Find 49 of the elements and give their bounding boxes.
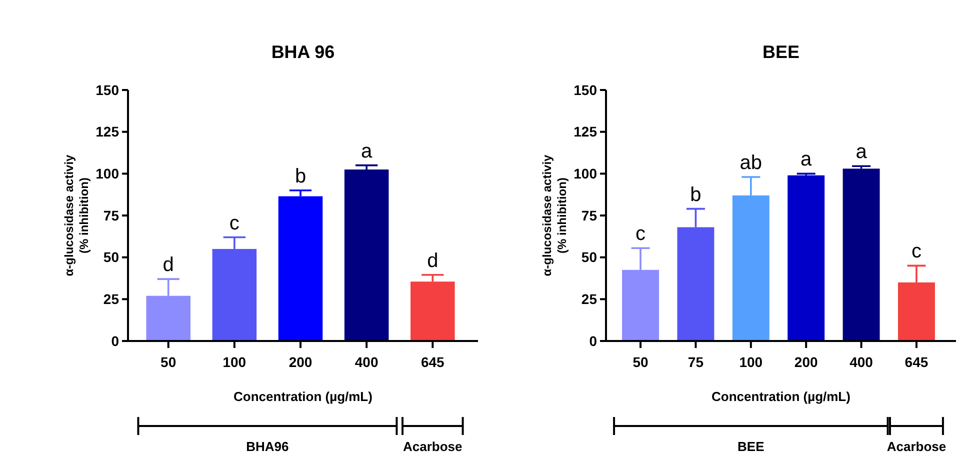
y-tick-label: 0 bbox=[111, 332, 120, 349]
chart-title: BHA 96 bbox=[271, 42, 335, 62]
x-tick-label: 50 bbox=[160, 354, 176, 370]
annotation: c bbox=[229, 212, 240, 234]
annotation: d bbox=[427, 250, 438, 272]
y-axis-title: α-glucosidase activiy (% inhibition) bbox=[540, 154, 569, 276]
y-tick-label: 100 bbox=[574, 166, 598, 182]
y-tick-label: 100 bbox=[96, 166, 120, 182]
x-axis-title: Concentration (µg/mL) bbox=[234, 389, 372, 404]
text: BHA96 bbox=[246, 439, 289, 454]
y-tick-label: 75 bbox=[103, 207, 120, 224]
text: Acarbose bbox=[886, 439, 946, 454]
annotation: b bbox=[690, 184, 702, 206]
annotation: d bbox=[162, 254, 174, 276]
bar bbox=[788, 175, 825, 341]
annotation: a bbox=[800, 148, 813, 171]
x-tick-label: 400 bbox=[850, 354, 874, 370]
y-tick-label: 25 bbox=[103, 291, 120, 308]
bar bbox=[344, 169, 389, 341]
annotation: a bbox=[856, 141, 868, 164]
y-tick-label: 150 bbox=[574, 82, 598, 98]
annotation: ab bbox=[740, 152, 762, 174]
annotation: a bbox=[361, 140, 374, 162]
y-tick-label: 25 bbox=[581, 291, 598, 308]
text: BEE bbox=[738, 439, 765, 454]
x-tick-label: 100 bbox=[739, 354, 763, 370]
text: Acarbose bbox=[403, 439, 462, 454]
y-tick-label: 125 bbox=[96, 124, 120, 140]
annotation: c bbox=[911, 240, 922, 263]
y-tick-label: 0 bbox=[589, 332, 598, 349]
x-tick-label: 400 bbox=[354, 354, 378, 370]
x-tick-label: 645 bbox=[420, 354, 445, 370]
x-tick-label: 200 bbox=[288, 354, 312, 370]
y-tick-label: 50 bbox=[103, 249, 120, 266]
x-tick-label: 100 bbox=[222, 354, 246, 370]
x-tick-label: 645 bbox=[904, 354, 928, 370]
chart-title: BEE bbox=[762, 42, 800, 62]
x-tick-label: 50 bbox=[632, 354, 649, 370]
y-tick-label: 50 bbox=[581, 249, 598, 266]
annotation: b bbox=[294, 165, 306, 188]
x-tick-label: 75 bbox=[688, 354, 704, 370]
bar bbox=[842, 168, 880, 341]
y-tick-label: 125 bbox=[574, 124, 598, 140]
y-tick-label: 150 bbox=[96, 82, 120, 98]
y-tick-label: 75 bbox=[581, 207, 598, 224]
y-axis-title: α-glucosidase activiy (% inhibition) bbox=[62, 154, 91, 276]
x-axis-title: Concentration (µg/mL) bbox=[712, 389, 850, 404]
annotation: c bbox=[636, 223, 646, 246]
x-tick-label: 200 bbox=[794, 354, 818, 370]
